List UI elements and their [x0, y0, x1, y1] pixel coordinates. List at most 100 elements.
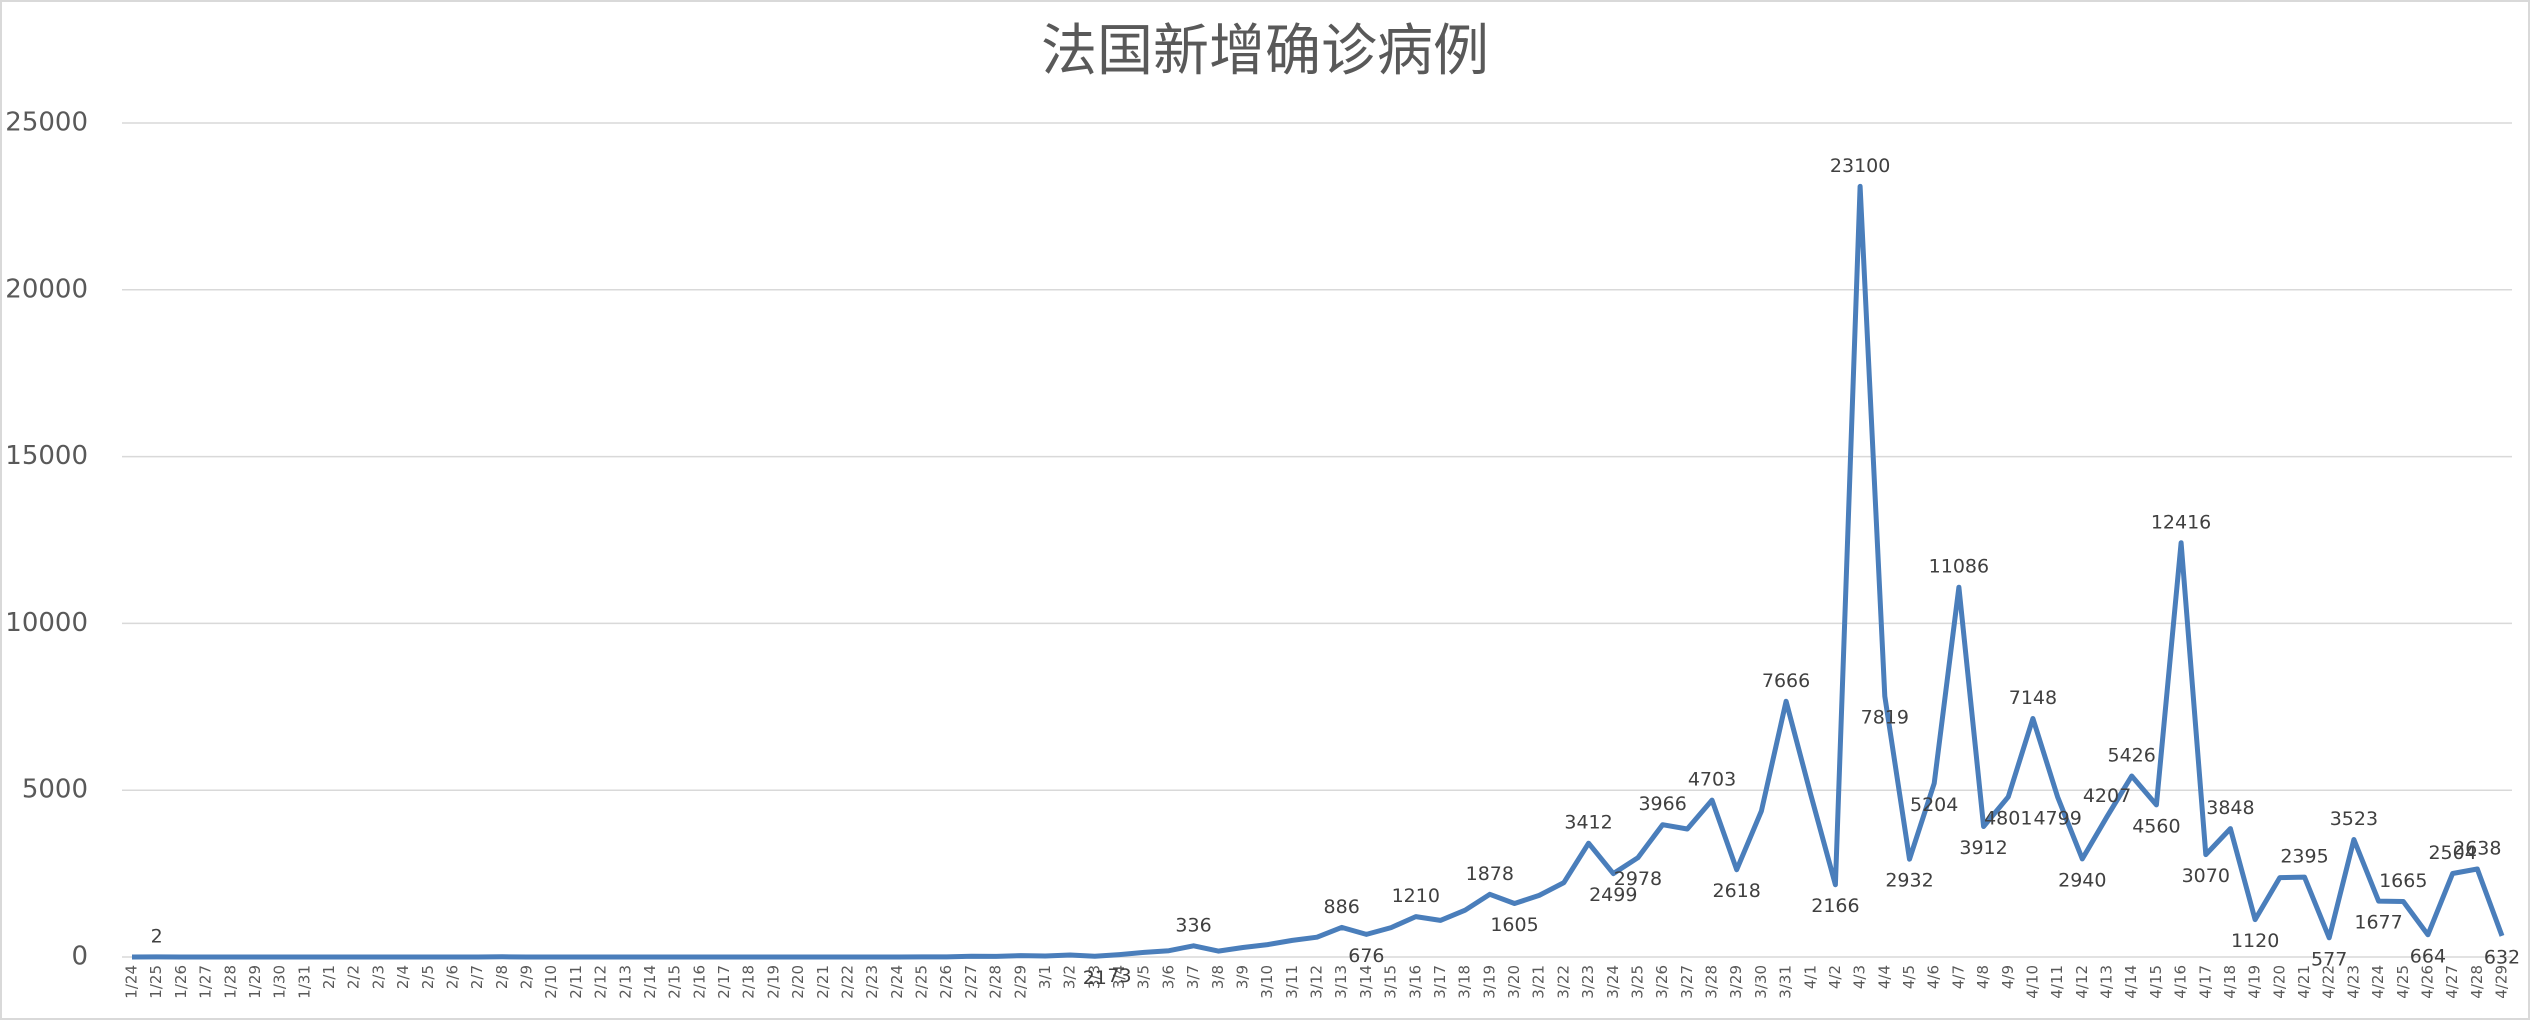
x-tick-label: 3/21: [1530, 965, 1548, 999]
x-tick-label: 4/14: [2122, 965, 2140, 999]
data-label: 23100: [1830, 155, 1890, 177]
x-tick-label: 3/30: [1752, 965, 1770, 999]
x-tick-label: 3/8: [1209, 965, 1227, 989]
x-tick-label: 2/12: [592, 965, 610, 999]
x-tick-label: 3/7: [1184, 965, 1202, 989]
x-tick-label: 2/21: [814, 965, 832, 999]
data-label: 7666: [1762, 670, 1810, 692]
x-tick-label: 4/24: [2369, 965, 2387, 999]
x-tick-label: 4/29: [2493, 965, 2511, 999]
x-tick-label: 2/13: [616, 965, 634, 999]
data-label: 3412: [1564, 812, 1612, 834]
data-label: 7148: [2009, 687, 2057, 709]
data-label: 5426: [2108, 744, 2156, 766]
x-tick-label: 3/6: [1159, 965, 1177, 989]
data-label: 2940: [2058, 869, 2106, 891]
data-label: 632: [2484, 946, 2520, 968]
chart-title: 法国新增确诊病例: [1041, 19, 1489, 84]
x-tick-label: 3/22: [1554, 965, 1572, 999]
x-tick-label: 1/31: [295, 965, 313, 999]
x-tick-label: 1/25: [147, 965, 165, 999]
data-label: 3070: [2182, 865, 2230, 887]
x-tick-label: 4/4: [1875, 965, 1893, 989]
data-label: 4207: [2083, 785, 2131, 807]
x-tick-label: 4/6: [1925, 965, 1943, 989]
x-tick-label: 2/6: [443, 965, 461, 989]
data-label: 3523: [2330, 808, 2378, 830]
data-label: 2932: [1885, 870, 1933, 892]
x-tick-label: 2/22: [838, 965, 856, 999]
x-tick-label: 4/26: [2418, 965, 2436, 999]
x-tick-label: 3/28: [1703, 965, 1721, 999]
data-label: 21: [1083, 967, 1107, 989]
x-tick-label: 3/31: [1777, 965, 1795, 999]
x-tick-label: 3/24: [1604, 965, 1622, 999]
x-tick-label: 4/25: [2394, 965, 2412, 999]
data-label: 1210: [1392, 885, 1440, 907]
x-tick-label: 4/17: [2196, 965, 2214, 999]
x-tick-label: 3/29: [1727, 965, 1745, 999]
y-tick-label: 10000: [5, 608, 88, 638]
data-label: 2166: [1811, 895, 1859, 917]
data-label: 4799: [2033, 807, 2081, 829]
x-tick-label: 2/25: [913, 965, 931, 999]
x-tick-label: 2/14: [641, 965, 659, 999]
x-tick-label: 2/3: [369, 965, 387, 989]
x-tick-label: 2/20: [789, 965, 807, 999]
x-tick-label: 2/26: [937, 965, 955, 999]
x-tick-label: 3/5: [1135, 965, 1153, 989]
x-tick-label: 2/23: [863, 965, 881, 999]
x-tick-label: 4/21: [2295, 965, 2313, 999]
x-tick-label: 2/9: [518, 965, 536, 989]
x-tick-label: 1/30: [271, 965, 289, 999]
x-tick-label: 2/7: [468, 965, 486, 989]
data-label: 577: [2311, 948, 2347, 970]
x-tick-label: 3/12: [1308, 965, 1326, 999]
data-label: 7819: [1861, 707, 1909, 729]
x-tick-label: 4/15: [2147, 965, 2165, 999]
x-tick-label: 4/20: [2270, 965, 2288, 999]
data-label: 5204: [1910, 794, 1958, 816]
x-tick-label: 4/23: [2344, 965, 2362, 999]
x-tick-label: 4/11: [2048, 965, 2066, 999]
data-label: 1878: [1466, 863, 1514, 885]
data-label: 4801: [1984, 807, 2032, 829]
data-label: 336: [1175, 914, 1211, 936]
x-tick-label: 2/1: [320, 965, 338, 989]
x-tick-label: 2/27: [962, 965, 980, 999]
x-tick-label: 4/7: [1949, 965, 1967, 989]
data-label: 1120: [2231, 930, 2279, 952]
x-tick-label: 2/28: [987, 965, 1005, 999]
data-label: 676: [1348, 945, 1384, 967]
x-tick-label: 3/18: [1456, 965, 1474, 999]
x-tick-label: 3/20: [1505, 965, 1523, 999]
y-tick-label: 25000: [5, 108, 88, 138]
x-tick-label: 4/2: [1826, 965, 1844, 989]
data-label: 1605: [1490, 914, 1538, 936]
data-label: 11086: [1929, 556, 1989, 578]
data-label: 12416: [2151, 511, 2211, 533]
x-tick-label: 2/16: [690, 965, 708, 999]
x-tick-label: 3/3: [1085, 965, 1103, 989]
x-tick-label: 3/19: [1480, 965, 1498, 999]
x-tick-label: 3/13: [1332, 965, 1350, 999]
x-tick-label: 3/1: [1036, 965, 1054, 989]
y-tick-label: 15000: [5, 441, 88, 471]
x-tick-label: 4/5: [1900, 965, 1918, 989]
data-label: 2395: [2280, 846, 2328, 868]
data-label: 3848: [2206, 797, 2254, 819]
data-label: 3912: [1959, 837, 2007, 859]
data-label: 4560: [2132, 815, 2180, 837]
x-tick-label: 3/14: [1357, 965, 1375, 999]
x-tick-label: 4/12: [2073, 965, 2091, 999]
x-tick-label: 2/8: [493, 965, 511, 989]
data-label: 2504: [2428, 842, 2476, 864]
y-tick-label: 0: [71, 942, 88, 972]
x-tick-label: 3/15: [1382, 965, 1400, 999]
data-label: 2638: [2453, 837, 2501, 859]
data-label: 4703: [1688, 769, 1736, 791]
data-label: 3966: [1638, 793, 1686, 815]
x-tick-label: 3/11: [1283, 965, 1301, 999]
x-tick-label: 2/4: [394, 965, 412, 989]
data-label: 664: [2410, 945, 2446, 967]
